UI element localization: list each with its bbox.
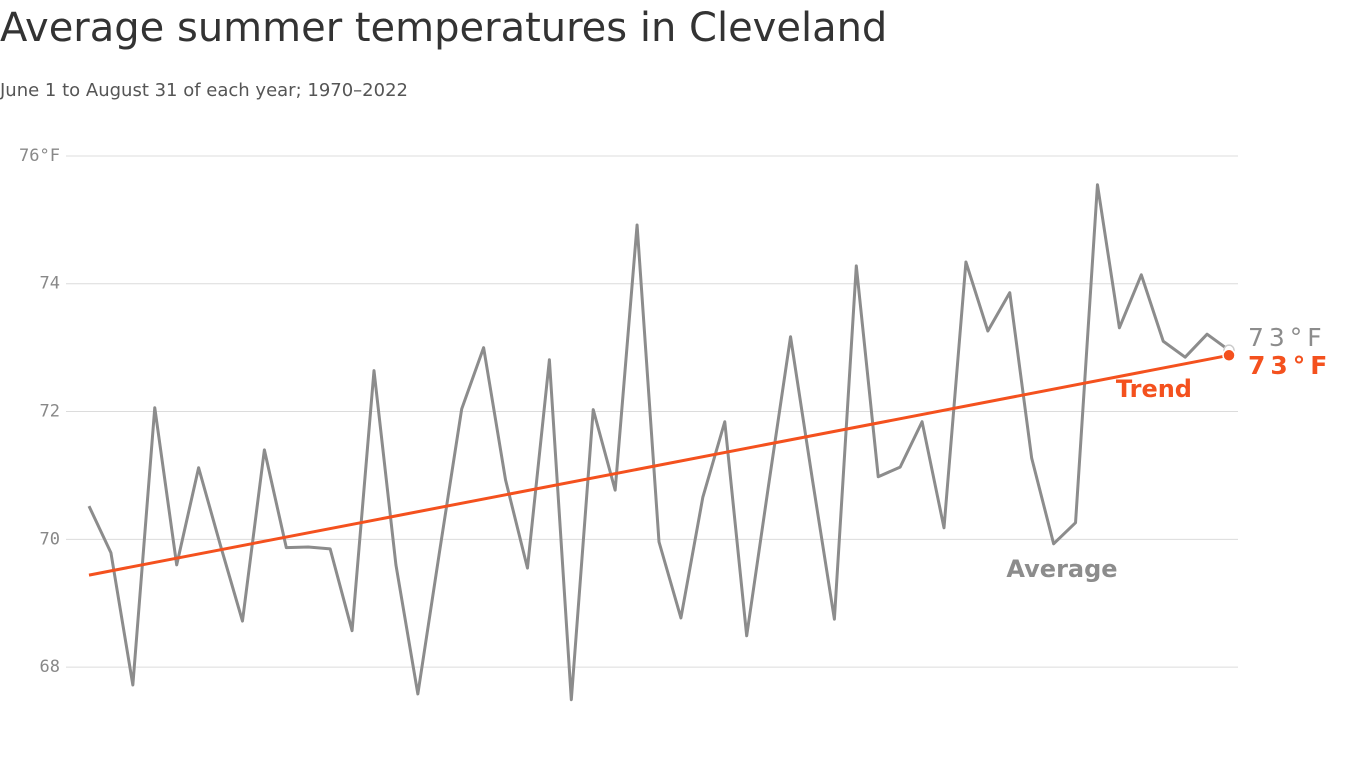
y-tick-label: 76°F: [19, 146, 60, 166]
series-label: Average: [1006, 555, 1117, 583]
y-tick-label: 68: [40, 657, 60, 677]
end-label: 73°F: [1248, 351, 1332, 380]
y-tick-label: 70: [40, 529, 60, 549]
line-average: [87, 183, 1230, 702]
end-dot: [1222, 348, 1236, 363]
series-label: Trend: [1116, 375, 1192, 403]
end-label: 73°F: [1248, 323, 1327, 352]
y-tick-label: 74: [40, 274, 60, 294]
chart-subtitle: June 1 to August 31 of each year; 1970–2…: [0, 80, 408, 101]
line-trend: [88, 353, 1230, 577]
y-tick-label: 72: [40, 402, 60, 422]
chart-title: Average summer temperatures in Cleveland: [0, 5, 887, 51]
